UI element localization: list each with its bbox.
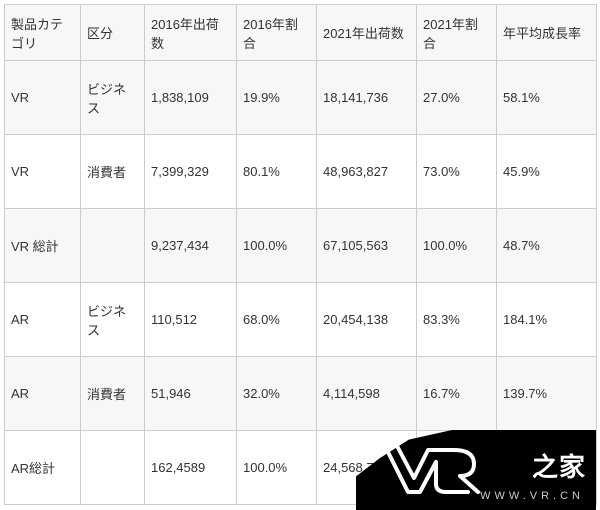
table-cell: VR xyxy=(5,61,81,135)
table-cell: 19.9% xyxy=(237,61,317,135)
table-row: AR消費者51,94632.0%4,114,59816.7%139.7% xyxy=(5,357,597,431)
table-cell: 16.7% xyxy=(417,357,497,431)
table-cell: 73.0% xyxy=(417,135,497,209)
col-header-ship2016: 2016年出荷数 xyxy=(145,5,237,61)
table-cell: 27.0% xyxy=(417,61,497,135)
table-cell: 100.0% xyxy=(237,431,317,505)
col-header-share2021: 2021年割合 xyxy=(417,5,497,61)
table-cell: 24,568,736 xyxy=(317,431,417,505)
table-cell: 139.7% xyxy=(497,357,597,431)
table-cell: AR xyxy=(5,357,81,431)
table-cell: 68.0% xyxy=(237,283,317,357)
table-cell xyxy=(81,431,145,505)
table-cell: 20,454,138 xyxy=(317,283,417,357)
table-cell: 48.7% xyxy=(497,209,597,283)
table-cell: 51,946 xyxy=(145,357,237,431)
table-cell: 4,114,598 xyxy=(317,357,417,431)
table-cell: ビジネス xyxy=(81,283,145,357)
header-row: 製品カテゴリ 区分 2016年出荷数 2016年割合 2021年出荷数 2021… xyxy=(5,5,597,61)
table-cell xyxy=(81,209,145,283)
table-cell: 100.0% xyxy=(237,209,317,283)
table-cell: AR総計 xyxy=(5,431,81,505)
table-cell: 7,399,329 xyxy=(145,135,237,209)
table-cell xyxy=(497,431,597,505)
table-row: ARビジネス110,51268.0%20,454,13883.3%184.1% xyxy=(5,283,597,357)
table-row: VR消費者7,399,32980.1%48,963,82773.0%45.9% xyxy=(5,135,597,209)
table-cell: 100.0% xyxy=(417,209,497,283)
table-cell: 消費者 xyxy=(81,357,145,431)
col-header-cagr: 年平均成長率 xyxy=(497,5,597,61)
table-cell: 18,141,736 xyxy=(317,61,417,135)
table-cell: VR 総計 xyxy=(5,209,81,283)
table-cell: 83.3% xyxy=(417,283,497,357)
table-row: VR 総計9,237,434100.0%67,105,563100.0%48.7… xyxy=(5,209,597,283)
table-cell: 9,237,434 xyxy=(145,209,237,283)
table-cell: 58.1% xyxy=(497,61,597,135)
table-cell: 80.1% xyxy=(237,135,317,209)
col-header-category: 製品カテゴリ xyxy=(5,5,81,61)
table-row: AR総計 162,4589100.0%24,568,736 xyxy=(5,431,597,505)
table-cell: 48,963,827 xyxy=(317,135,417,209)
table-cell: 32.0% xyxy=(237,357,317,431)
shipment-table: 製品カテゴリ 区分 2016年出荷数 2016年割合 2021年出荷数 2021… xyxy=(4,4,597,505)
col-header-share2016: 2016年割合 xyxy=(237,5,317,61)
table-cell: 45.9% xyxy=(497,135,597,209)
table-cell: AR xyxy=(5,283,81,357)
table-cell: 110,512 xyxy=(145,283,237,357)
table-cell: 67,105,563 xyxy=(317,209,417,283)
table-cell xyxy=(417,431,497,505)
table-body: VRビジネス1,838,10919.9%18,141,73627.0%58.1%… xyxy=(5,61,597,505)
table-cell: ビジネス xyxy=(81,61,145,135)
col-header-segment: 区分 xyxy=(81,5,145,61)
table-cell: 184.1% xyxy=(497,283,597,357)
table-row: VRビジネス1,838,10919.9%18,141,73627.0%58.1% xyxy=(5,61,597,135)
table-cell: 消費者 xyxy=(81,135,145,209)
table-cell: VR xyxy=(5,135,81,209)
table-cell: 162,4589 xyxy=(145,431,237,505)
table-cell: 1,838,109 xyxy=(145,61,237,135)
col-header-ship2021: 2021年出荷数 xyxy=(317,5,417,61)
